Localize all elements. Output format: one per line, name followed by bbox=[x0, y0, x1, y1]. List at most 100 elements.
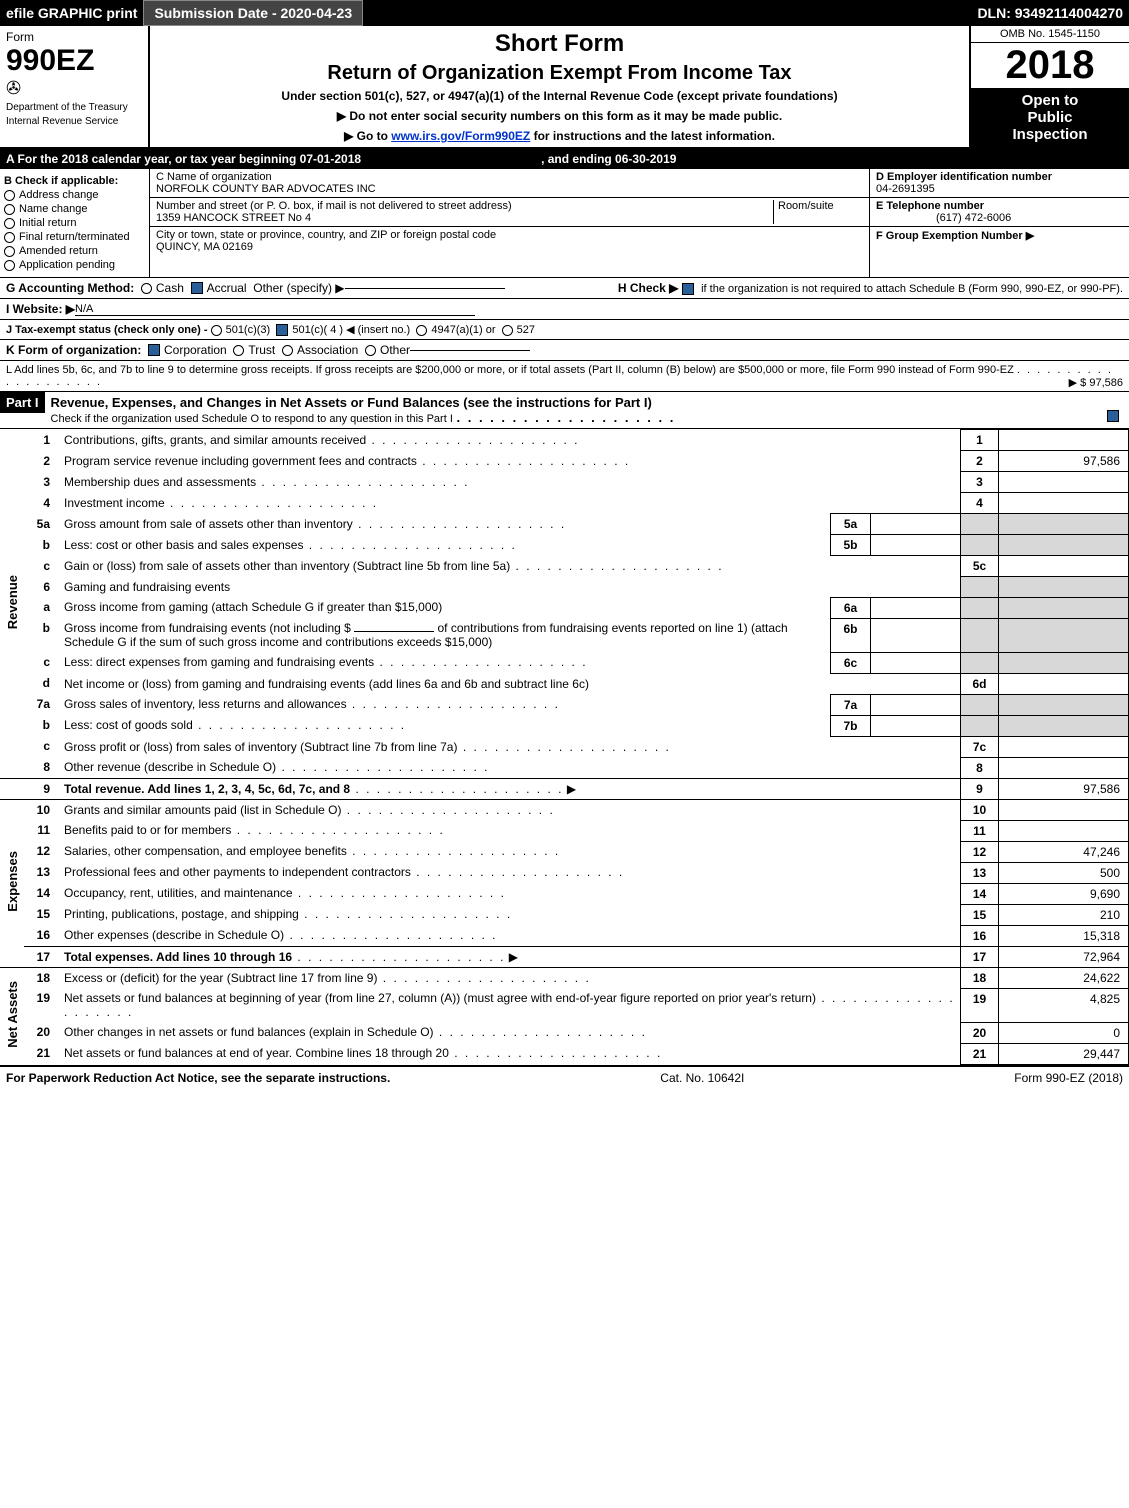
part1-sub: Check if the organization used Schedule … bbox=[51, 413, 453, 425]
table-row: Net Assets 18 Excess or (deficit) for th… bbox=[0, 967, 1129, 988]
dln-label: DLN: 93492114004270 bbox=[971, 5, 1129, 21]
j-row: J Tax-exempt status (check only one) - 5… bbox=[0, 320, 1129, 340]
initial-return-checkbox[interactable] bbox=[4, 218, 15, 229]
h-checkbox[interactable] bbox=[682, 283, 694, 295]
right-info-column: D Employer identification number 04-2691… bbox=[869, 169, 1129, 277]
line6c-value bbox=[871, 652, 961, 673]
table-row: 16 Other expenses (describe in Schedule … bbox=[0, 925, 1129, 946]
table-row: c Gross profit or (loss) from sales of i… bbox=[0, 736, 1129, 757]
omb-number: OMB No. 1545-1150 bbox=[971, 26, 1129, 43]
line14-value: 9,690 bbox=[999, 883, 1129, 904]
room-suite-label: Room/suite bbox=[773, 200, 863, 224]
checkbox-column-b: B Check if applicable: Address change Na… bbox=[0, 169, 150, 277]
table-row: 6 Gaming and fundraising events bbox=[0, 577, 1129, 598]
table-row: 5a Gross amount from sale of assets othe… bbox=[0, 514, 1129, 535]
website-value: N/A bbox=[75, 303, 475, 316]
line13-value: 500 bbox=[999, 862, 1129, 883]
arrow-line-2: ▶ Go to www.irs.gov/Form990EZ for instru… bbox=[156, 129, 963, 143]
table-row: c Gain or (loss) from sale of assets oth… bbox=[0, 556, 1129, 577]
k-assoc-radio[interactable] bbox=[282, 345, 293, 356]
addr-change-checkbox[interactable] bbox=[4, 190, 15, 201]
j-4947-radio[interactable] bbox=[416, 325, 427, 336]
table-row: b Gross income from fundraising events (… bbox=[0, 618, 1129, 652]
line11-value bbox=[999, 820, 1129, 841]
i-row: I Website: ▶ N/A bbox=[0, 299, 1129, 320]
expenses-label: Expenses bbox=[5, 851, 20, 912]
header-left: Form 990EZ ✇ Department of the Treasury … bbox=[0, 26, 150, 147]
org-info-column: C Name of organization NORFOLK COUNTY BA… bbox=[150, 169, 869, 277]
city-state-zip: QUINCY, MA 02169 bbox=[156, 241, 863, 253]
dept-label: Department of the Treasury bbox=[6, 102, 128, 113]
table-row: 15 Printing, publications, postage, and … bbox=[0, 904, 1129, 925]
line5b-value bbox=[871, 535, 961, 556]
submission-date-button[interactable]: Submission Date - 2020-04-23 bbox=[143, 0, 363, 26]
cash-radio[interactable] bbox=[141, 283, 152, 294]
line5a-value bbox=[871, 514, 961, 535]
line4-value bbox=[999, 493, 1129, 514]
name-change-checkbox[interactable] bbox=[4, 204, 15, 215]
table-row: b Less: cost of goods sold 7b bbox=[0, 715, 1129, 736]
line1-value bbox=[999, 430, 1129, 451]
line6b-contrib-input[interactable] bbox=[354, 631, 434, 632]
period-end: , and ending 06-30-2019 bbox=[541, 152, 676, 166]
irs-link[interactable]: www.irs.gov/Form990EZ bbox=[391, 129, 530, 143]
table-row: 11 Benefits paid to or for members 11 bbox=[0, 820, 1129, 841]
final-return-checkbox[interactable] bbox=[4, 232, 15, 243]
k-row: K Form of organization: Corporation Trus… bbox=[0, 340, 1129, 361]
line21-value: 29,447 bbox=[999, 1043, 1129, 1064]
header-center: Short Form Return of Organization Exempt… bbox=[150, 26, 969, 147]
line15-value: 210 bbox=[999, 904, 1129, 925]
form-title: Short Form bbox=[156, 30, 963, 58]
table-row: 2 Program service revenue including gove… bbox=[0, 451, 1129, 472]
j-501c-checkbox[interactable] bbox=[276, 324, 288, 336]
j-527-radio[interactable] bbox=[502, 325, 513, 336]
table-row: 8 Other revenue (describe in Schedule O)… bbox=[0, 757, 1129, 778]
table-row: 17 Total expenses. Add lines 10 through … bbox=[0, 946, 1129, 967]
form-word: Form bbox=[6, 30, 142, 44]
l-text: L Add lines 5b, 6c, and 7b to line 9 to … bbox=[6, 364, 1014, 376]
table-row: Expenses 10 Grants and similar amounts p… bbox=[0, 799, 1129, 820]
city-label: City or town, state or province, country… bbox=[156, 229, 863, 241]
app-pending-checkbox[interactable] bbox=[4, 260, 15, 271]
i-label: I Website: ▶ bbox=[6, 302, 75, 316]
tax-year: 2018 bbox=[971, 43, 1129, 88]
footer-left: For Paperwork Reduction Act Notice, see … bbox=[6, 1071, 390, 1085]
org-name: NORFOLK COUNTY BAR ADVOCATES INC bbox=[156, 183, 863, 195]
accrual-checkbox[interactable] bbox=[191, 282, 203, 294]
h-section: H Check ▶ if the organization is not req… bbox=[618, 281, 1123, 295]
period-begin: A For the 2018 calendar year, or tax yea… bbox=[6, 152, 361, 166]
other-specify-input[interactable] bbox=[345, 288, 505, 289]
line2-value: 97,586 bbox=[999, 451, 1129, 472]
top-bar: efile GRAPHIC print Submission Date - 20… bbox=[0, 0, 1129, 26]
table-row: Revenue 1 Contributions, gifts, grants, … bbox=[0, 430, 1129, 451]
line10-value bbox=[999, 799, 1129, 820]
line8-value bbox=[999, 757, 1129, 778]
table-row: b Less: cost or other basis and sales ex… bbox=[0, 535, 1129, 556]
j-label: J Tax-exempt status (check only one) - bbox=[6, 324, 211, 336]
line7a-value bbox=[871, 694, 961, 715]
footer-cat-no: Cat. No. 10642I bbox=[660, 1071, 744, 1085]
period-row: A For the 2018 calendar year, or tax yea… bbox=[0, 149, 1129, 169]
table-row: 19 Net assets or fund balances at beginn… bbox=[0, 988, 1129, 1022]
header-right: OMB No. 1545-1150 2018 Open to Public In… bbox=[969, 26, 1129, 147]
g-h-row: G Accounting Method: Cash Accrual Other … bbox=[0, 278, 1129, 299]
info-block: B Check if applicable: Address change Na… bbox=[0, 169, 1129, 278]
schedule-o-checkbox[interactable] bbox=[1107, 410, 1119, 422]
k-other-input[interactable] bbox=[410, 350, 530, 351]
open-to-public: Open to Public Inspection bbox=[971, 88, 1129, 147]
k-other-radio[interactable] bbox=[365, 345, 376, 356]
j-501c3-radio[interactable] bbox=[211, 325, 222, 336]
k-trust-radio[interactable] bbox=[233, 345, 244, 356]
c-label: C Name of organization bbox=[156, 171, 863, 183]
arrow-line-1: ▶ Do not enter social security numbers o… bbox=[156, 109, 963, 123]
table-row: 4 Investment income 4 bbox=[0, 493, 1129, 514]
footer-form-ref: Form 990-EZ (2018) bbox=[1014, 1071, 1123, 1085]
addr-label: Number and street (or P. O. box, if mail… bbox=[156, 200, 773, 212]
line16-value: 15,318 bbox=[999, 925, 1129, 946]
amended-return-checkbox[interactable] bbox=[4, 246, 15, 257]
irs-label: Internal Revenue Service bbox=[6, 116, 118, 127]
table-row: 7a Gross sales of inventory, less return… bbox=[0, 694, 1129, 715]
revenue-label: Revenue bbox=[5, 575, 20, 629]
line19-value: 4,825 bbox=[999, 988, 1129, 1022]
k-corp-checkbox[interactable] bbox=[148, 344, 160, 356]
